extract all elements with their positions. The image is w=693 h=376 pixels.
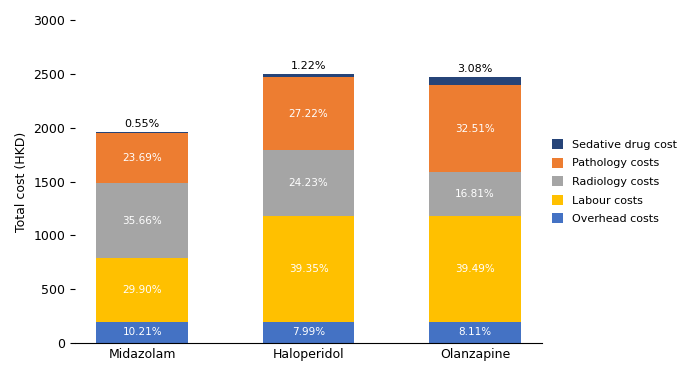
Text: 24.23%: 24.23% (289, 178, 328, 188)
Text: 39.35%: 39.35% (289, 264, 328, 274)
Bar (429, 85, 521, 172)
Bar (96, 258, 188, 321)
Bar (263, 150, 354, 216)
Text: 7.99%: 7.99% (292, 327, 325, 337)
Y-axis label: Total cost (HKD): Total cost (HKD) (15, 132, 28, 232)
Text: 29.90%: 29.90% (123, 285, 162, 295)
Bar (429, 77, 521, 85)
Bar (96, 133, 188, 183)
Bar (429, 217, 521, 321)
Text: 10.21%: 10.21% (123, 327, 162, 337)
Text: 0.55%: 0.55% (125, 119, 160, 129)
Text: 39.49%: 39.49% (455, 264, 495, 274)
Bar (263, 74, 354, 77)
Text: 16.81%: 16.81% (455, 189, 495, 199)
Text: 23.69%: 23.69% (122, 153, 162, 163)
Bar (96, 321, 188, 343)
Text: 35.66%: 35.66% (122, 216, 162, 226)
Legend: Sedative drug cost, Pathology costs, Radiology costs, Labour costs, Overhead cos: Sedative drug cost, Pathology costs, Rad… (552, 139, 677, 224)
Bar (429, 172, 521, 217)
Bar (429, 321, 521, 343)
Bar (263, 321, 354, 343)
Bar (96, 183, 188, 258)
Bar (96, 132, 188, 133)
Text: 1.22%: 1.22% (291, 61, 326, 71)
Text: 8.11%: 8.11% (459, 327, 491, 337)
Text: 32.51%: 32.51% (455, 124, 495, 133)
Text: 27.22%: 27.22% (289, 109, 328, 119)
Text: 3.08%: 3.08% (457, 64, 493, 74)
Bar (263, 216, 354, 321)
Bar (263, 77, 354, 150)
